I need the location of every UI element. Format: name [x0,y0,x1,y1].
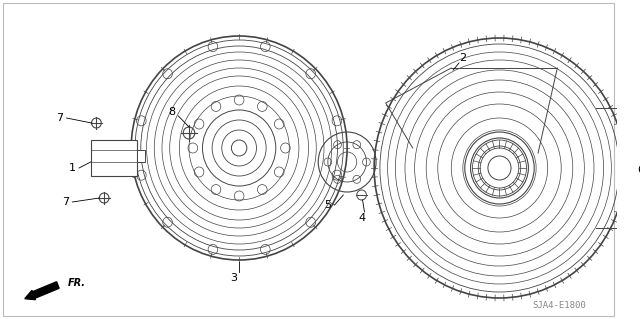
Text: FR.: FR. [67,278,86,288]
Text: 5: 5 [324,200,332,210]
Text: SJA4-E1800: SJA4-E1800 [532,300,586,309]
FancyArrow shape [25,282,59,300]
Text: 8: 8 [168,107,175,117]
Bar [91,140,137,176]
Text: 2: 2 [460,53,467,63]
Text: 4: 4 [358,213,365,223]
Text: 1: 1 [69,163,76,173]
Text: 3: 3 [230,273,237,283]
Text: 7: 7 [62,197,69,207]
Bar [137,150,145,162]
Text: 6: 6 [637,165,640,175]
Text: 7: 7 [56,113,63,123]
